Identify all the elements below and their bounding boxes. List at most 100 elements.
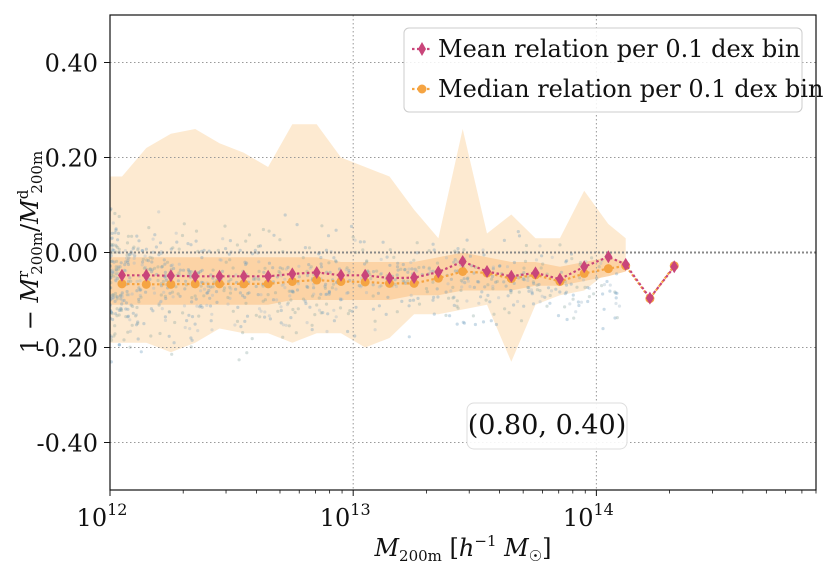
cloud-point (305, 284, 309, 289)
cloud-point (400, 299, 404, 303)
cloud-point (164, 276, 168, 280)
cloud-point (233, 323, 237, 327)
cloud-point (587, 286, 592, 290)
cloud-point (245, 314, 250, 318)
cloud-point (257, 269, 261, 273)
cloud-point (163, 318, 168, 322)
cloud-point (115, 268, 119, 272)
cloud-point (337, 267, 342, 271)
cloud-point (182, 304, 187, 308)
cloud-point (347, 270, 351, 275)
cloud-point (297, 275, 301, 279)
cloud-point (531, 280, 536, 284)
cloud-point (371, 294, 375, 298)
cloud-point (431, 280, 435, 284)
cloud-point (571, 293, 575, 297)
cloud-point (117, 308, 121, 312)
cloud-point (116, 238, 120, 242)
cloud-point (159, 299, 163, 303)
cloud-point (432, 312, 436, 316)
cloud-point (128, 318, 132, 322)
cloud-point (149, 334, 153, 338)
cloud-point (168, 291, 172, 295)
cloud-point (110, 248, 115, 252)
cloud-point (409, 293, 413, 297)
mean-point (191, 269, 200, 283)
cloud-point (189, 345, 193, 349)
cloud-point (455, 299, 459, 303)
cloud-point (427, 249, 431, 253)
cloud-point (410, 267, 414, 271)
median-point (287, 276, 297, 286)
cloud-point (279, 305, 283, 309)
cloud-point (157, 253, 161, 257)
cloud-point (283, 213, 287, 217)
cloud-point (224, 260, 228, 264)
cloud-point (117, 313, 121, 317)
cloud-point (235, 319, 240, 323)
cloud-point (601, 327, 605, 331)
cloud-point (164, 278, 169, 282)
cloud-point (313, 313, 317, 317)
cloud-point (254, 284, 258, 289)
cloud-point (163, 315, 167, 319)
y-axis-ticks: 0.40 0.20 0.00 -0.20 -0.40 (36, 50, 110, 458)
cloud-point (246, 292, 250, 296)
cloud-point (126, 262, 130, 267)
cloud-point (135, 305, 139, 310)
cloud-point (451, 285, 455, 289)
cloud-point (141, 257, 145, 261)
cloud-point (139, 350, 143, 354)
cloud-point (488, 300, 492, 304)
cloud-point (126, 307, 130, 311)
cloud-point (289, 316, 293, 320)
mean-point (621, 257, 630, 271)
cloud-point (480, 290, 484, 294)
cloud-point (303, 299, 307, 303)
cloud-point (189, 336, 193, 340)
cloud-point (490, 277, 494, 281)
cloud-point (148, 267, 152, 271)
cloud-point (407, 304, 411, 308)
cloud-point (158, 331, 162, 336)
cloud-point (194, 297, 198, 301)
cloud-point (271, 266, 275, 270)
cloud-point (196, 329, 200, 333)
cloud-point (310, 294, 315, 298)
cloud-point (259, 293, 263, 297)
cloud-point (324, 302, 329, 306)
cloud-point (295, 223, 299, 227)
cloud-point (315, 303, 319, 307)
cloud-point (483, 285, 487, 289)
cloud-point (456, 306, 460, 310)
cloud-point (116, 265, 120, 269)
mean-point (580, 260, 589, 274)
cloud-point (130, 292, 134, 296)
cloud-point (136, 321, 140, 326)
median-point (263, 279, 273, 289)
cloud-point (171, 295, 175, 299)
cloud-point (334, 287, 338, 291)
cloud-point (234, 287, 238, 291)
cloud-point (491, 274, 495, 279)
cloud-point (257, 260, 261, 264)
cloud-point (125, 241, 130, 245)
cloud-point (290, 289, 294, 293)
cloud-point (241, 331, 245, 335)
cloud-point (114, 243, 118, 247)
cloud-point (186, 268, 190, 272)
cloud-point (181, 268, 186, 272)
mean-point (555, 272, 564, 286)
cloud-point (549, 289, 554, 293)
cloud-point (486, 293, 490, 297)
cloud-point (287, 324, 291, 328)
cloud-point (202, 287, 207, 291)
cloud-point (110, 244, 114, 248)
cloud-point (189, 243, 193, 247)
mean-point (645, 291, 654, 305)
cloud-point (118, 308, 122, 312)
cloud-point (365, 259, 369, 263)
cloud-point (462, 248, 466, 252)
cloud-point (327, 292, 331, 296)
cloud-point (148, 255, 152, 259)
